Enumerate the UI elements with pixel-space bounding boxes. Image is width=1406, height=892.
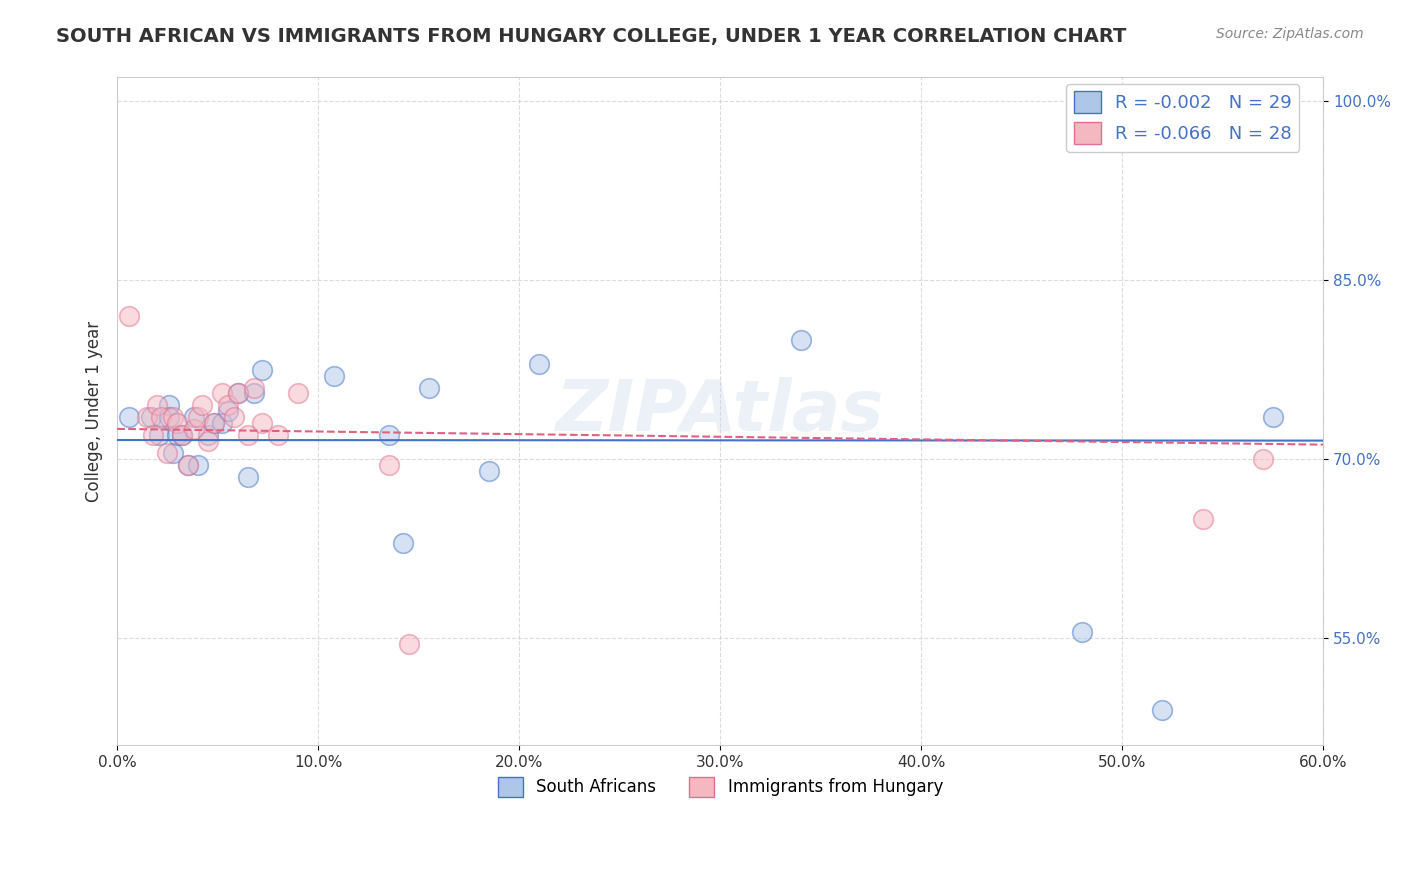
Point: [226, 386, 249, 401]
Point: [377, 458, 399, 472]
Point: [148, 428, 170, 442]
Point: [146, 398, 169, 412]
Point: [226, 386, 249, 401]
Point: [243, 380, 266, 394]
Point: [159, 410, 181, 425]
Point: [156, 446, 179, 460]
Point: [170, 428, 193, 442]
Point: [166, 417, 188, 431]
Point: [243, 386, 266, 401]
Point: [150, 410, 173, 425]
Legend: South Africans, Immigrants from Hungary: South Africans, Immigrants from Hungary: [491, 770, 949, 804]
Text: Source: ZipAtlas.com: Source: ZipAtlas.com: [1216, 27, 1364, 41]
Point: [187, 410, 209, 425]
Point: [162, 410, 184, 425]
Point: [217, 404, 239, 418]
Point: [141, 410, 163, 425]
Point: [1191, 511, 1213, 525]
Point: [1152, 702, 1174, 716]
Point: [217, 398, 239, 412]
Point: [183, 410, 205, 425]
Point: [118, 410, 141, 425]
Y-axis label: College, Under 1 year: College, Under 1 year: [86, 321, 103, 502]
Point: [202, 417, 225, 431]
Text: ZIPAtlas: ZIPAtlas: [555, 376, 884, 446]
Point: [287, 386, 309, 401]
Point: [222, 410, 245, 425]
Point: [236, 428, 259, 442]
Point: [202, 417, 225, 431]
Point: [211, 386, 233, 401]
Point: [187, 458, 209, 472]
Point: [183, 422, 205, 436]
Point: [197, 434, 219, 449]
Point: [197, 428, 219, 442]
Point: [159, 398, 181, 412]
Point: [529, 357, 551, 371]
Point: [1251, 452, 1274, 467]
Point: [118, 309, 141, 323]
Point: [176, 458, 198, 472]
Point: [250, 417, 273, 431]
Point: [789, 333, 811, 347]
Point: [136, 410, 159, 425]
Point: [1071, 625, 1094, 640]
Point: [418, 380, 440, 394]
Point: [377, 428, 399, 442]
Point: [267, 428, 290, 442]
Point: [190, 398, 212, 412]
Point: [391, 535, 413, 549]
Text: SOUTH AFRICAN VS IMMIGRANTS FROM HUNGARY COLLEGE, UNDER 1 YEAR CORRELATION CHART: SOUTH AFRICAN VS IMMIGRANTS FROM HUNGARY…: [56, 27, 1126, 45]
Point: [478, 464, 501, 478]
Point: [166, 428, 188, 442]
Point: [250, 362, 273, 376]
Point: [142, 428, 165, 442]
Point: [398, 637, 420, 651]
Point: [176, 458, 198, 472]
Point: [236, 470, 259, 484]
Point: [323, 368, 346, 383]
Point: [162, 446, 184, 460]
Point: [170, 428, 193, 442]
Point: [211, 417, 233, 431]
Point: [1261, 410, 1284, 425]
